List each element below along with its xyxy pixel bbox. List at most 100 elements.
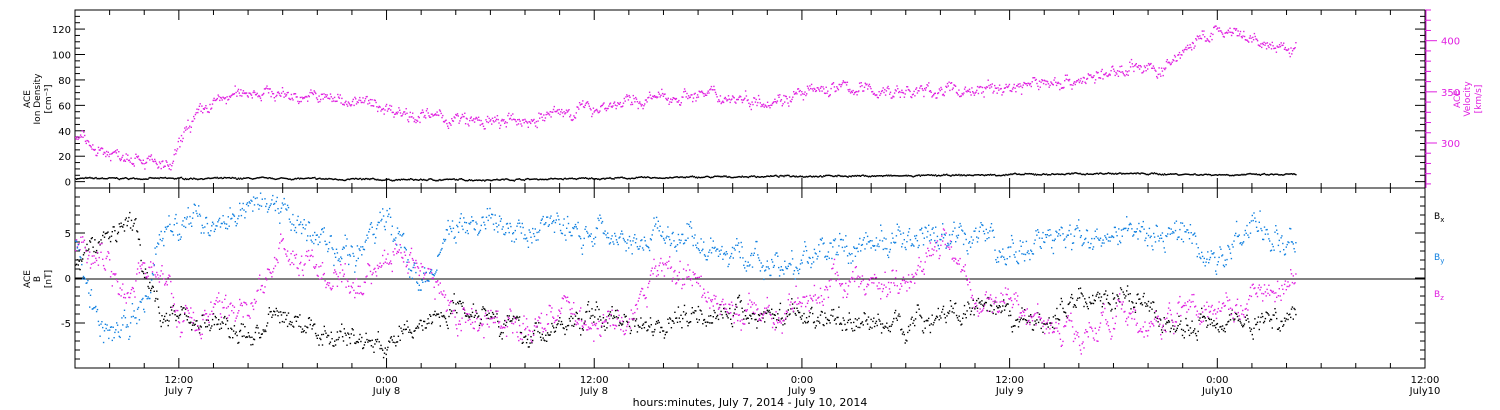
data-point [680, 278, 682, 280]
data-point [144, 272, 147, 275]
data-point [393, 116, 395, 118]
data-point [637, 324, 639, 327]
data-point [521, 125, 523, 127]
data-point [990, 86, 993, 88]
data-point [639, 101, 641, 103]
data-point [715, 175, 717, 177]
data-point [179, 336, 182, 338]
data-point [1063, 86, 1065, 89]
data-point [1255, 38, 1257, 40]
data-point [546, 179, 548, 181]
data-point [382, 349, 384, 351]
data-point [864, 313, 866, 315]
data-point [466, 118, 468, 120]
data-point [529, 330, 531, 332]
data-point [226, 177, 228, 179]
data-point [210, 108, 212, 110]
data-point [1062, 87, 1064, 89]
data-point [382, 262, 385, 265]
data-point [833, 319, 836, 321]
data-point [1053, 173, 1055, 175]
data-point [516, 178, 519, 180]
data-point [599, 179, 601, 181]
data-point [708, 92, 710, 94]
data-point [1098, 172, 1101, 174]
data-point [687, 176, 689, 178]
data-point [682, 268, 685, 270]
data-point [618, 314, 620, 317]
data-point [200, 326, 202, 328]
data-point [266, 268, 269, 270]
data-point [926, 319, 928, 321]
data-point [764, 176, 766, 178]
data-point [383, 352, 386, 354]
data-point [238, 310, 240, 312]
data-point [391, 339, 393, 341]
data-point [1181, 174, 1183, 176]
data-point [997, 87, 999, 89]
data-point [641, 287, 643, 290]
data-point [1141, 304, 1144, 306]
data-point [744, 97, 746, 99]
data-point [1016, 85, 1018, 87]
data-point [262, 176, 264, 178]
data-point [820, 85, 822, 88]
data-point [363, 101, 365, 104]
data-point [123, 160, 125, 162]
data-point [621, 316, 623, 319]
data-point [911, 316, 913, 318]
data-point [484, 315, 486, 317]
data-point [773, 101, 775, 103]
data-point [1239, 30, 1242, 33]
data-point [1216, 28, 1218, 30]
data-point [416, 179, 419, 181]
data-point [1083, 77, 1085, 79]
data-point [450, 312, 452, 315]
data-point [1247, 40, 1249, 42]
data-point [1091, 173, 1094, 176]
data-point [1252, 173, 1254, 175]
data-point [608, 177, 610, 179]
data-point [1098, 293, 1101, 295]
data-point [678, 99, 680, 102]
data-point [439, 325, 441, 327]
data-point [1184, 173, 1186, 175]
data-point [1133, 172, 1135, 174]
data-point [1239, 33, 1241, 35]
data-point [923, 95, 925, 98]
data-point [454, 117, 456, 119]
data-point [773, 175, 775, 177]
data-point [869, 326, 871, 328]
data-point [1151, 67, 1153, 69]
data-point [755, 176, 758, 179]
data-point [483, 128, 485, 130]
data-point [140, 259, 142, 262]
data-point [519, 331, 522, 334]
data-point [181, 309, 183, 311]
data-point [299, 314, 301, 316]
data-point [253, 178, 255, 180]
data-point [193, 319, 195, 321]
data-point [524, 178, 527, 180]
data-point [788, 174, 790, 177]
data-point [451, 300, 454, 302]
data-point [658, 321, 660, 324]
data-point [705, 325, 707, 327]
data-point [293, 254, 296, 257]
data-point [569, 114, 572, 116]
data-point [648, 96, 650, 99]
data-point [145, 276, 147, 278]
data-point [1039, 86, 1041, 88]
data-point [700, 310, 702, 312]
data-point [329, 93, 332, 95]
data-point [841, 84, 843, 86]
data-point [75, 136, 77, 139]
data-point [529, 178, 532, 181]
data-point [1216, 174, 1219, 176]
data-point [243, 92, 245, 95]
data-point [670, 327, 673, 329]
data-point [1084, 81, 1086, 83]
data-point [985, 301, 987, 304]
data-point [1279, 45, 1282, 48]
data-point [552, 178, 554, 180]
